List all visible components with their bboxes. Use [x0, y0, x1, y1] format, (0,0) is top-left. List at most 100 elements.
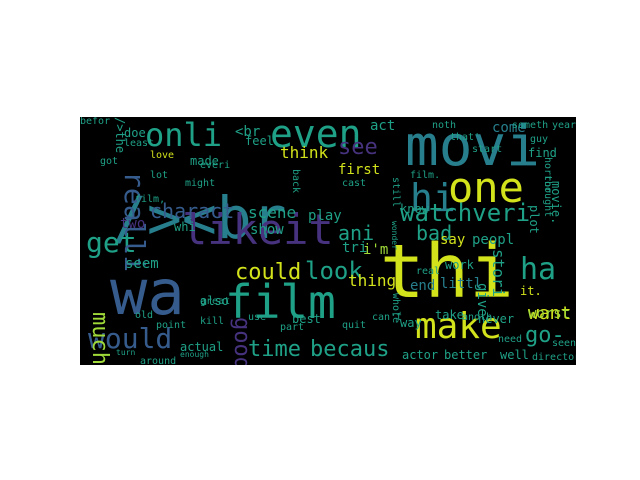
- cloud-word: could: [235, 260, 302, 285]
- cloud-word: thing: [348, 271, 397, 290]
- cloud-word: one: [448, 163, 524, 212]
- cloud-word: thought: [542, 175, 553, 218]
- cloud-word: made: [190, 154, 219, 168]
- cloud-word: need: [498, 334, 523, 345]
- cloud-word: get: [86, 226, 137, 259]
- cloud-word: feel: [245, 134, 274, 148]
- cloud-word: <br: [235, 124, 261, 140]
- cloud-word: two: [120, 216, 146, 232]
- cloud-word: find: [528, 146, 557, 160]
- cloud-word: guy: [530, 134, 549, 145]
- cloud-word: noth: [432, 120, 457, 131]
- cloud-word: well: [500, 348, 529, 362]
- cloud-word: littl: [440, 276, 483, 292]
- cloud-word: got: [100, 156, 119, 167]
- cloud-word: doe: [124, 126, 146, 140]
- cloud-word: everi: [200, 160, 231, 171]
- cloud-word: might: [185, 178, 216, 189]
- cloud-word: anoth: [462, 312, 493, 323]
- cloud-word: onli: [145, 117, 223, 154]
- cloud-word: start: [472, 144, 503, 155]
- cloud-word: actor: [402, 348, 439, 362]
- cloud-word: year: [552, 120, 576, 131]
- cloud-word: act: [370, 118, 396, 134]
- cloud-word: film,: [135, 194, 166, 205]
- cloud-word: point: [156, 320, 187, 331]
- cloud-word: around: [140, 356, 177, 366]
- cloud-word: use: [248, 312, 267, 323]
- cloud-word: say: [440, 232, 466, 248]
- cloud-word: see: [338, 135, 378, 160]
- cloud-word: part: [280, 322, 305, 333]
- cloud-word: ha: [520, 252, 557, 287]
- cloud-word: charact: [150, 199, 235, 223]
- cloud-word: wa: [110, 256, 185, 329]
- cloud-word: movi: [405, 117, 540, 179]
- cloud-word: turn: [116, 348, 136, 357]
- cloud-word: end: [410, 278, 436, 294]
- cloud-word: thi: [380, 229, 514, 315]
- cloud-word: i'm: [363, 242, 389, 258]
- cloud-word: /><br: [112, 184, 287, 252]
- cloud-word: likeit: [182, 205, 334, 254]
- cloud-word: enough: [180, 350, 209, 359]
- cloud-word: also: [200, 294, 229, 308]
- cloud-word: film: [225, 275, 336, 329]
- cloud-word: watchveri: [400, 199, 531, 227]
- cloud-word: hi: [410, 176, 456, 220]
- cloud-word: come: [492, 120, 526, 136]
- cloud-word: worst: [528, 306, 571, 322]
- cloud-word: great: [200, 296, 231, 307]
- cloud-word: play: [308, 208, 342, 224]
- cloud-word: take: [435, 308, 464, 322]
- cloud-word: best: [292, 312, 321, 326]
- cloud-word: seem: [125, 256, 159, 272]
- cloud-word: that': [450, 132, 481, 143]
- cloud-word: quit: [342, 320, 367, 331]
- cloud-word: director: [532, 352, 576, 363]
- cloud-word: work: [445, 258, 474, 272]
- cloud-word: stori: [489, 249, 508, 298]
- cloud-word: lot: [150, 170, 169, 181]
- cloud-word: bad: [416, 221, 453, 245]
- cloud-word: kill: [200, 316, 225, 327]
- cloud-word: show: [250, 222, 284, 238]
- cloud-word: actual: [180, 340, 224, 354]
- cloud-word: whole: [390, 293, 401, 324]
- cloud-word: better: [444, 348, 488, 362]
- cloud-word: someth: [512, 120, 549, 131]
- cloud-word: never: [478, 312, 515, 326]
- cloud-word: wonder: [390, 221, 399, 250]
- cloud-word: seen: [552, 338, 576, 349]
- cloud-word: befor: [80, 117, 111, 127]
- cloud-word: want: [528, 303, 572, 324]
- cloud-word: scene: [248, 203, 297, 222]
- cloud-word: think: [280, 143, 329, 162]
- cloud-word: much: [87, 312, 112, 365]
- cloud-word: real: [416, 266, 441, 277]
- cloud-word: ani: [338, 221, 375, 245]
- cloud-word: old: [135, 310, 154, 321]
- cloud-word: back: [290, 169, 301, 194]
- cloud-word: would: [88, 322, 173, 355]
- cloud-word: way: [400, 316, 422, 330]
- cloud-word: know: [400, 202, 429, 216]
- cloud-word: it.: [520, 284, 542, 298]
- cloud-word: film.: [410, 170, 441, 181]
- cloud-word: least: [124, 138, 155, 149]
- cloud-word: tri: [342, 240, 368, 256]
- cloud-word: first: [338, 162, 381, 178]
- cloud-word: can't: [372, 312, 403, 323]
- word-cloud: thi wa movi /><br film one hi likeit even onli wat…: [80, 117, 576, 365]
- cloud-word: whi: [174, 220, 196, 234]
- cloud-word: make: [415, 306, 502, 347]
- cloud-word: cast: [342, 178, 367, 189]
- cloud-word: peopl: [472, 232, 515, 248]
- cloud-word: time: [248, 337, 301, 362]
- cloud-word: even: [270, 117, 362, 156]
- cloud-word: love: [150, 150, 175, 161]
- cloud-word: plot: [527, 205, 541, 234]
- cloud-word: becaus: [310, 337, 390, 362]
- cloud-word: look: [305, 257, 363, 285]
- cloud-word: go-: [525, 323, 565, 348]
